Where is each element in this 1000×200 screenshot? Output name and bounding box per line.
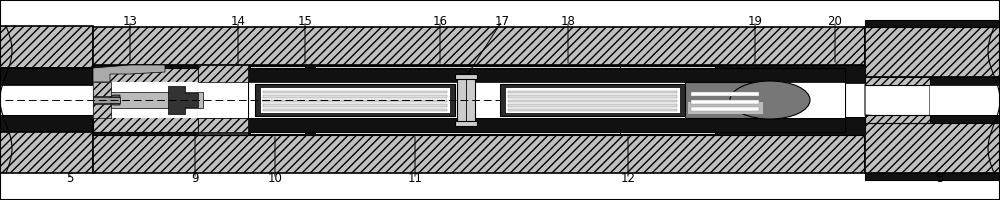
Bar [93, 97, 120, 103]
Bar [508, 104, 677, 106]
Bar [315, 66, 620, 82]
Bar [500, 84, 685, 116]
Bar [688, 102, 763, 114]
Bar [0, 115, 93, 132]
Bar [250, 66, 305, 82]
Bar [263, 90, 447, 93]
Text: 14: 14 [230, 15, 246, 28]
Bar [93, 92, 203, 108]
Bar [315, 118, 620, 134]
Bar [620, 66, 715, 82]
Text: 16: 16 [432, 15, 448, 28]
Bar [93, 135, 865, 173]
Bar [93, 27, 865, 65]
Text: 12: 12 [620, 172, 636, 185]
Bar [865, 115, 1000, 123]
Bar [865, 115, 930, 123]
Bar [685, 82, 770, 118]
Bar [93, 82, 111, 96]
Bar [865, 173, 1000, 180]
Polygon shape [168, 86, 198, 114]
Bar [198, 65, 248, 135]
Bar [93, 117, 865, 135]
Bar [263, 95, 447, 98]
Bar [865, 27, 1000, 77]
Bar [691, 92, 759, 96]
Bar [245, 68, 845, 82]
Bar [198, 118, 248, 132]
Bar [865, 77, 1000, 85]
Bar [263, 108, 447, 111]
Text: 18: 18 [561, 15, 575, 28]
Ellipse shape [730, 81, 810, 119]
Text: 15: 15 [298, 15, 312, 28]
Bar [508, 90, 677, 93]
Bar [0, 85, 93, 115]
Bar [865, 77, 930, 85]
Text: 17: 17 [494, 15, 510, 28]
Text: 9: 9 [191, 172, 199, 185]
Text: 10: 10 [268, 172, 282, 185]
Bar [263, 104, 447, 106]
Bar [93, 68, 245, 132]
Bar [250, 118, 305, 134]
Bar [0, 131, 93, 173]
Bar [620, 118, 715, 134]
Polygon shape [865, 80, 930, 120]
Bar [508, 95, 677, 98]
Bar [255, 84, 455, 116]
Bar [455, 74, 477, 79]
Bar [505, 87, 680, 113]
Bar [93, 82, 245, 118]
Bar [198, 65, 248, 82]
Bar [263, 99, 447, 102]
Bar [691, 99, 759, 104]
Bar [93, 83, 865, 117]
Bar [245, 82, 845, 118]
Text: 20: 20 [828, 15, 842, 28]
Bar [865, 123, 1000, 173]
Bar [508, 108, 677, 111]
Bar [93, 104, 111, 118]
Text: 11: 11 [408, 172, 422, 185]
Bar [930, 85, 1000, 115]
Polygon shape [107, 95, 120, 105]
Bar [455, 121, 477, 126]
Bar [93, 65, 865, 83]
Bar [198, 82, 248, 118]
Polygon shape [93, 65, 165, 82]
Bar [260, 87, 450, 113]
Text: 19: 19 [748, 15, 763, 28]
Bar [245, 118, 845, 132]
Bar [0, 26, 93, 68]
Bar [245, 68, 845, 132]
Bar [508, 99, 677, 102]
Bar [691, 107, 759, 111]
Bar [457, 77, 475, 123]
Bar [865, 20, 1000, 27]
Bar [0, 68, 93, 85]
Text: 5: 5 [66, 172, 74, 185]
Text: 13: 13 [123, 15, 137, 28]
Text: 3: 3 [936, 172, 944, 185]
